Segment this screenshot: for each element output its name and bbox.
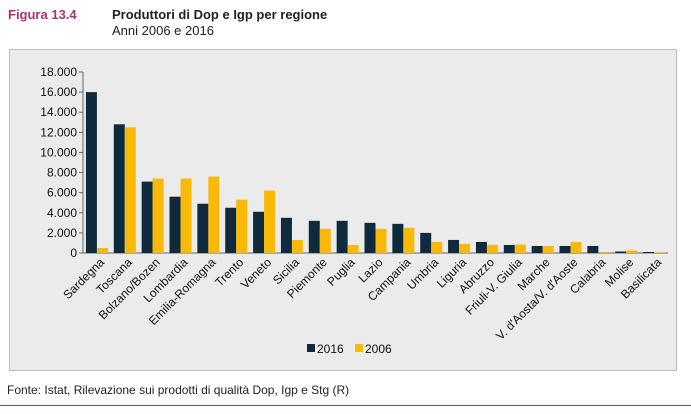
bar-2016 bbox=[615, 251, 627, 253]
bar-2006 bbox=[459, 243, 471, 253]
bar-2016 bbox=[85, 92, 97, 253]
bar-2006 bbox=[264, 190, 276, 253]
legend-swatch-2016 bbox=[307, 344, 315, 352]
source-note: Fonte: Istat, Rilevazione sui prodotti d… bbox=[7, 383, 350, 397]
bar-2016 bbox=[225, 207, 237, 253]
bar-2006 bbox=[626, 250, 638, 253]
bar-2006 bbox=[375, 228, 387, 253]
y-tick-label: 18.000 bbox=[40, 65, 77, 79]
bar-2006 bbox=[236, 199, 248, 253]
bar-2016 bbox=[475, 241, 487, 253]
bar-2016 bbox=[503, 244, 515, 253]
y-tick-label: 6.000 bbox=[47, 186, 77, 200]
bar-2016 bbox=[420, 232, 432, 253]
bar-2016 bbox=[392, 223, 404, 253]
bar-2006 bbox=[319, 228, 331, 253]
bar-2006 bbox=[431, 241, 443, 253]
bar-2016 bbox=[141, 181, 153, 253]
y-tick-label: 4.000 bbox=[47, 206, 77, 220]
y-tick-label: 14.000 bbox=[40, 105, 77, 119]
bar-2006 bbox=[403, 227, 415, 253]
bar-2006 bbox=[570, 241, 582, 253]
y-tick-label: 16.000 bbox=[40, 85, 77, 99]
bar-2016 bbox=[448, 239, 460, 253]
bar-2016 bbox=[308, 220, 320, 253]
bar-2016 bbox=[113, 124, 125, 254]
bar-2016 bbox=[364, 222, 376, 253]
bar-2006 bbox=[514, 244, 526, 253]
bar-2016 bbox=[336, 220, 348, 253]
bar-2016 bbox=[280, 217, 292, 253]
bar-2006 bbox=[180, 178, 192, 253]
bar-2016 bbox=[587, 245, 599, 253]
chart-subtitle: Anni 2006 e 2016 bbox=[112, 23, 214, 38]
y-tick-label: 2.000 bbox=[47, 226, 77, 240]
bar-2016 bbox=[559, 245, 571, 253]
bar-2006 bbox=[124, 127, 136, 253]
legend-label-2016: 2016 bbox=[317, 342, 344, 356]
y-tick-label: 0 bbox=[70, 246, 77, 260]
x-tick-label: Umbria bbox=[404, 255, 441, 292]
bar-2006 bbox=[96, 247, 108, 253]
figure-label: Figura 13.4 bbox=[8, 7, 77, 22]
x-tick-label: Puglia bbox=[324, 255, 358, 289]
bar-2016 bbox=[169, 196, 181, 253]
bar-2006 bbox=[347, 244, 359, 253]
bar-2006 bbox=[654, 252, 666, 253]
x-tick-label: Veneto bbox=[238, 255, 275, 292]
bar-2006 bbox=[152, 178, 164, 253]
y-tick-label: 10.000 bbox=[40, 145, 77, 159]
bar-2006 bbox=[486, 244, 498, 253]
bar-chart: 0 2.000 4.000 6.000 8.000 10.000 12.000 14.000 1… bbox=[40, 65, 668, 356]
y-tick-label: 12.000 bbox=[40, 125, 77, 139]
y-tick-label: 8.000 bbox=[47, 166, 77, 180]
chart-frame: 0 2.000 4.000 6.000 8.000 10.000 12.000 14.000 1… bbox=[9, 49, 677, 371]
bar-2016 bbox=[197, 203, 209, 253]
bar-2016 bbox=[253, 211, 265, 253]
bar-2006 bbox=[291, 239, 303, 253]
bar-2016 bbox=[531, 245, 543, 253]
bar-2006 bbox=[542, 245, 554, 253]
chart-title: Produttori di Dop e Igp per regione bbox=[112, 7, 328, 22]
legend-swatch-2006 bbox=[355, 344, 363, 352]
bottom-rule bbox=[0, 405, 691, 406]
bar-2016 bbox=[643, 251, 655, 253]
legend-label-2006: 2006 bbox=[365, 342, 392, 356]
bar-2006 bbox=[598, 251, 610, 253]
bar-2006 bbox=[208, 176, 220, 253]
